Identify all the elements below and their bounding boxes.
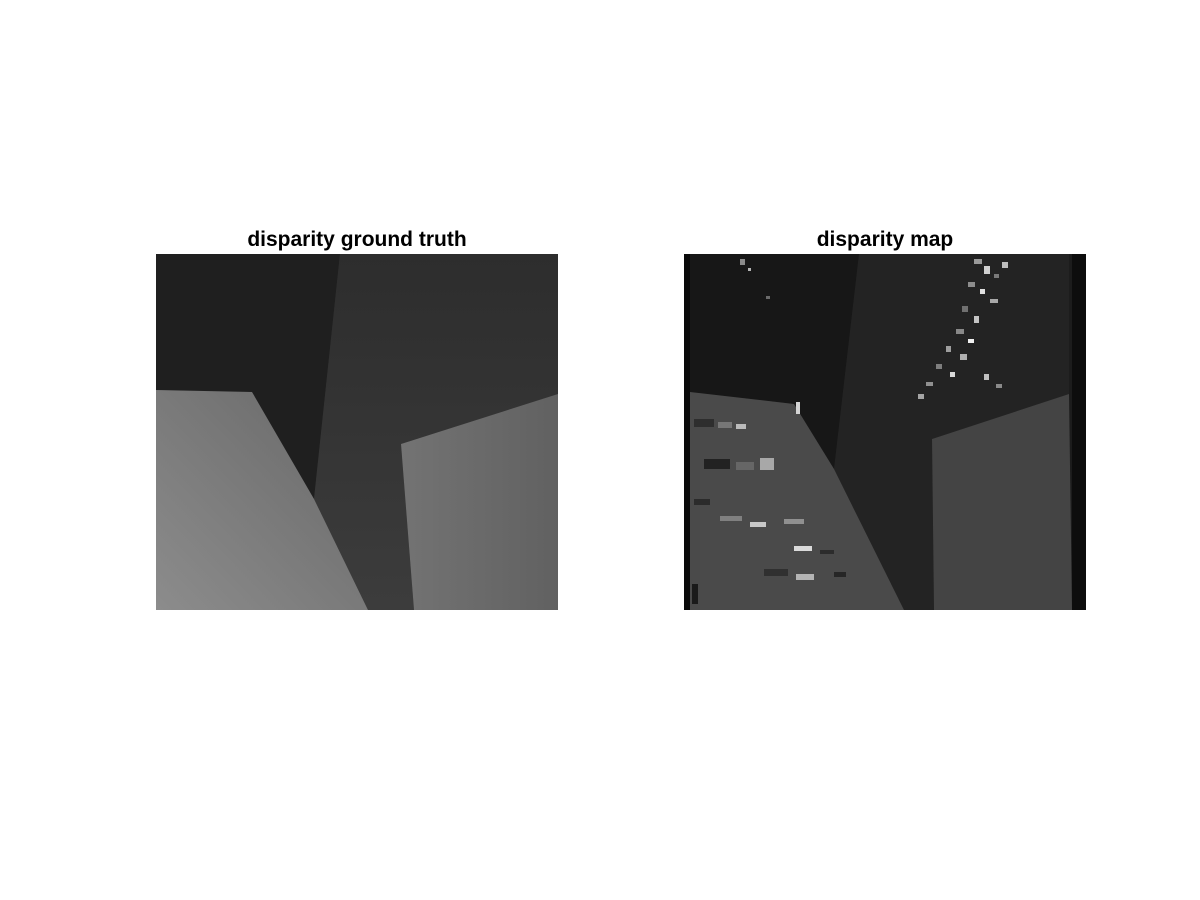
dm-center-wall (834, 254, 1069, 610)
dm-noise-cluster (740, 259, 1008, 399)
gt-far-left-wall (156, 254, 340, 499)
dm-slab-artifacts (692, 402, 846, 604)
ground-truth-image (156, 254, 558, 610)
gt-right-slab (401, 394, 558, 610)
panel-ground-truth: disparity ground truth (156, 226, 558, 610)
dm-right-border (1072, 254, 1086, 610)
gt-center-wall (314, 254, 558, 610)
panel-disparity-map: disparity map (684, 226, 1086, 610)
dm-right-slab (932, 394, 1072, 610)
dm-left-border (684, 254, 690, 610)
gt-left-slab (156, 390, 368, 610)
disparity-map-image (684, 254, 1086, 610)
panel-title-ground-truth: disparity ground truth (247, 228, 467, 251)
dm-far-left-wall (690, 254, 859, 469)
panel-title-disparity-map: disparity map (816, 228, 954, 251)
dm-left-slab (690, 392, 904, 610)
